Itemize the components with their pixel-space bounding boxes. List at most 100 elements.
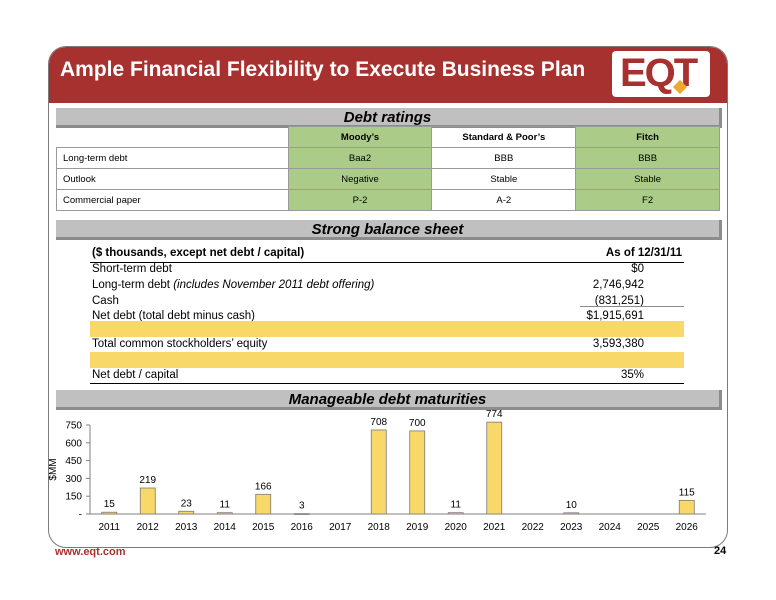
maturities-section-band — [56, 390, 722, 410]
bar-data-label: 115 — [679, 487, 695, 498]
y-tick-label: 750 — [65, 421, 82, 432]
chart-plot-area: - 150 300 450 600 750 $MM 15 2011 219 2012 23 2013 11… — [48, 410, 706, 533]
debt-maturities-chart: - 150 300 450 600 750 $MM 15 2011 219 2012 23 2013 11… — [48, 410, 706, 533]
page-number: 24 — [714, 545, 727, 557]
long-term-debt-label: Long-term debt — [92, 279, 170, 291]
table-row: Net debt (total debt minus cash) $1,915,… — [90, 309, 684, 325]
bar-data-label: 3 — [299, 501, 305, 512]
x-tick-label: 2024 — [599, 522, 622, 533]
long-term-debt-value: 2,746,942 — [592, 279, 644, 291]
net-debt-capital-label: Net debt / capital — [92, 369, 179, 381]
cash-value: (831,251) — [594, 295, 644, 307]
ratings-row-label: Commercial paper — [56, 189, 289, 211]
ratings-cell: P-2 — [287, 189, 433, 211]
x-tick-label: 2012 — [137, 522, 160, 533]
table-row: Total common stockholders’ equity 3,593,… — [90, 337, 684, 353]
maturities-section-title: Manageable debt maturities — [288, 391, 487, 408]
ratings-cell: Stable — [575, 168, 720, 190]
balance-header-date-text: As of 12/31/11 — [605, 247, 682, 259]
highlight-band — [90, 352, 684, 368]
bar-data-label: 219 — [139, 475, 156, 486]
bar — [409, 430, 426, 515]
y-axis-title: $MM — [48, 458, 59, 480]
ratings-cell: Negative — [287, 168, 433, 190]
footer-url[interactable]: www.eqt.com — [55, 546, 126, 558]
bar — [563, 512, 580, 515]
net-debt-label: Net debt (total debt minus cash) — [92, 310, 255, 322]
ratings-row-label: Outlook — [56, 168, 289, 190]
x-tick-label: 2026 — [676, 522, 699, 533]
x-tick-label: 2018 — [368, 522, 391, 533]
balance-section-band — [56, 220, 722, 240]
net-debt-value: $1,915,691 — [586, 310, 644, 322]
x-tick-label: 2017 — [329, 522, 352, 533]
bar — [178, 510, 195, 515]
y-tick-label: 300 — [65, 474, 82, 485]
balance-header-row: ($ thousands, except net debt / capital)… — [90, 246, 684, 262]
bar-data-label: 708 — [370, 417, 387, 428]
bar-data-label: 700 — [409, 418, 426, 429]
equity-label: Total common stockholders’ equity — [92, 338, 268, 350]
bar — [255, 493, 272, 515]
net-debt-capital-value: 35% — [620, 369, 644, 381]
highlight-band — [90, 321, 684, 337]
x-tick-label: 2016 — [291, 522, 314, 533]
ratings-col-fitch: Fitch — [575, 126, 720, 148]
table-row: Net debt / capital 35% — [90, 368, 684, 384]
bar — [293, 513, 310, 515]
short-term-debt-value: $0 — [631, 263, 644, 275]
bar — [216, 512, 233, 515]
bar — [101, 511, 118, 515]
table-row: Long-term debt Baa2 BBB BBB — [56, 147, 720, 169]
equity-value: 3,593,380 — [592, 338, 644, 350]
x-tick-label: 2013 — [175, 522, 198, 533]
ratings-table: Moody’s Standard & Poor’s Fitch Long-ter… — [56, 126, 720, 211]
ratings-col-sp: Standard & Poor’s — [431, 126, 577, 148]
bar-data-label: 10 — [566, 500, 578, 511]
logo-background — [612, 51, 710, 97]
y-tick-label: 150 — [65, 492, 82, 503]
x-tick-label: 2020 — [445, 522, 468, 533]
x-tick-label: 2025 — [637, 522, 660, 533]
bar-data-label: 23 — [181, 498, 193, 509]
bar-data-label: 11 — [451, 500, 462, 511]
ratings-cell: Stable — [431, 168, 577, 190]
bar — [370, 429, 387, 515]
table-row: Short-term debt $0 — [90, 262, 684, 278]
x-tick-label: 2014 — [214, 522, 237, 533]
y-tick-label: 600 — [65, 438, 82, 449]
balance-header-rule — [90, 262, 684, 263]
ratings-cell: A-2 — [431, 189, 577, 211]
ratings-row-label: Long-term debt — [56, 147, 289, 169]
bar — [447, 512, 464, 515]
table-row: Long-term debt (includes November 2011 d… — [90, 278, 684, 294]
bar-data-label: 15 — [104, 499, 116, 510]
bar — [139, 487, 156, 515]
balance-section-title: Strong balance sheet — [311, 221, 464, 238]
x-tick-label: 2015 — [252, 522, 275, 533]
table-row: Cash (831,251) — [90, 294, 684, 310]
bar — [486, 421, 503, 515]
table-row: Commercial paper P-2 A-2 F2 — [56, 189, 720, 211]
balance-header-date: As of 12/31/11 — [606, 247, 682, 259]
y-tick-label: - — [79, 510, 82, 521]
bar-data-label: 11 — [220, 500, 231, 511]
ratings-col-moodys: Moody’s — [287, 126, 433, 148]
long-term-debt-label-wrap: Long-term debt (includes November 2011 d… — [92, 279, 374, 291]
short-term-debt-label: Short-term debt — [92, 263, 172, 275]
ratings-section-title: Debt ratings — [343, 109, 432, 126]
bar — [678, 499, 695, 515]
ratings-header-row: Moody’s Standard & Poor’s Fitch — [56, 126, 720, 148]
x-tick-label: 2023 — [560, 522, 583, 533]
cash-underline — [580, 306, 684, 307]
x-tick-label: 2019 — [406, 522, 429, 533]
ratings-cell: BBB — [431, 147, 577, 169]
y-tick-label: 450 — [65, 456, 82, 467]
cash-label: Cash — [92, 295, 119, 307]
x-tick-label: 2022 — [522, 522, 545, 533]
ratings-cell: Baa2 — [287, 147, 433, 169]
ratings-cell: BBB — [575, 147, 720, 169]
x-tick-label: 2011 — [98, 522, 120, 533]
long-term-debt-note: (includes November 2011 debt offering) — [173, 279, 375, 291]
balance-header-label: ($ thousands, except net debt / capital) — [92, 247, 305, 259]
